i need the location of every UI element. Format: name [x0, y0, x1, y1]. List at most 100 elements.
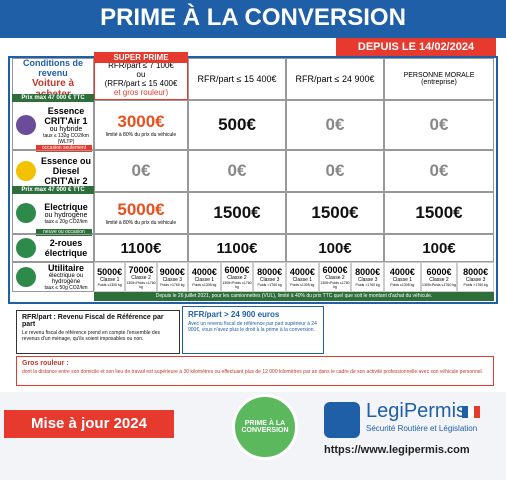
class-name: Classe 1 — [392, 277, 413, 283]
row-icon — [16, 161, 36, 181]
class-cell: 6000€ Classe 2 1305<Poids ≤1760 kg — [220, 262, 254, 292]
super-prime-tag: SUPER PRIME — [94, 52, 188, 63]
class-name: Classe 3 — [259, 277, 280, 283]
class-name: Classe 3 — [162, 277, 183, 283]
amount-cell: 1100€ — [94, 234, 188, 262]
note-title: RFR/part : Revenu Fiscal de Référence pa… — [22, 314, 164, 328]
class-name: Classe 2 — [227, 275, 247, 281]
column-line: (entreprise) — [421, 79, 457, 86]
class-cell: 6000€ Classe 2 1305<Poids ≤1760 kg — [318, 262, 352, 292]
class-weight: Poids ≤1305 kg — [390, 283, 415, 287]
stamp-text: PRIME À LA CONVERSION — [241, 420, 289, 434]
row-sub: ou hydrogène — [44, 211, 88, 219]
class-cell: 4000€ Classe 1 Poids ≤1305 kg — [384, 262, 421, 292]
amount-cell: 1100€ — [188, 234, 286, 262]
amount: 1500€ — [213, 203, 261, 222]
amount: 1100€ — [216, 239, 258, 257]
column-line: et gros rouleur) — [113, 88, 169, 97]
class-name: Classe 1 — [292, 277, 313, 283]
column-header: PERSONNE MORALE (entreprise) — [384, 58, 494, 100]
class-cell: 4000€ Classe 1 Poids ≤1305 kg — [188, 262, 221, 292]
amount: 1500€ — [415, 203, 463, 222]
class-name: Classe 2 — [325, 275, 345, 281]
class-weight: Poids >1760 kg — [463, 283, 488, 287]
amount: 1100€ — [120, 239, 162, 257]
class-amount: 6000€ — [322, 265, 348, 275]
amount-cell: 100€ — [286, 234, 384, 262]
amount: 100€ — [318, 239, 352, 257]
class-weight: 1305<Poids ≤1760 kg — [222, 281, 252, 289]
amount-cell: 0€ — [384, 100, 494, 150]
column-header: RFR/part ≤ 15 400€ — [188, 58, 286, 100]
amount: 1500€ — [311, 203, 359, 222]
class-amount: 4000€ — [191, 267, 217, 277]
row-sub: ou hybride — [49, 125, 83, 133]
column-header: RFR/part ≤ 7 100€ ou (RFR/part ≤ 15 400€ et… — [94, 58, 188, 100]
column-line: ou — [136, 70, 146, 79]
tagline: Sécurité Routière et Législation — [366, 424, 478, 433]
row-icon — [16, 238, 36, 258]
date-badge: DEPUIS LE 14/02/2024 — [336, 38, 496, 56]
header-band — [0, 0, 506, 38]
price-tag: Prix max 47 000 € TTC — [12, 186, 94, 194]
amount-cell: 3000€ limité à 80% du prix du véhicule — [94, 100, 188, 150]
class-cell: 7000€ Classe 2 1305<Poids ≤1760 kg — [125, 262, 157, 292]
class-weight: Poids ≤1305 kg — [192, 283, 217, 287]
row-note: taux ≤ 132g CO2/km (WLTP) — [43, 132, 89, 145]
limit-note: limité à 80% du prix du véhicule — [105, 132, 177, 138]
class-amount: 4000€ — [389, 267, 415, 277]
amount: 500€ — [218, 115, 256, 134]
class-weight: Poids >1760 kg — [355, 283, 380, 287]
row-name: Essence CRIT'Air 1 — [44, 105, 88, 126]
row-name: 2-roues électrique — [44, 238, 88, 258]
title: PRIME À LA CONVERSION — [100, 4, 406, 31]
amount: 5000€ — [117, 200, 165, 219]
url: https://www.legipermis.com — [324, 444, 470, 456]
amount-cell: 1500€ — [384, 192, 494, 234]
row-icon — [16, 115, 36, 135]
class-amount: 9000€ — [159, 267, 185, 277]
amount: 0€ — [429, 115, 449, 134]
table-frame — [8, 56, 498, 304]
amount: 0€ — [131, 161, 151, 180]
class-weight: Poids ≤1305 kg — [97, 283, 122, 287]
row-note: taux ≤ 20g CO2/km — [44, 218, 88, 225]
note-box: Gros rouleur : dont la distance entre son… — [16, 356, 494, 386]
class-cell: 8000€ Classe 3 Poids >1760 kg — [457, 262, 494, 292]
note-text: dont la distance entre son domicile et s… — [22, 369, 484, 375]
row-label: 2-roues électrique — [12, 234, 94, 262]
row-sub: électrique ou hydrogène — [48, 273, 84, 285]
class-weight: 1305<Poids ≤1760 kg — [422, 283, 456, 287]
note-box: RFR/part > 24 900 euros Avec un revenu fi… — [182, 306, 324, 354]
class-name: Classe 1 — [99, 277, 120, 283]
note-title: Gros rouleur : — [22, 360, 69, 367]
amount: 3000€ — [117, 112, 165, 131]
class-name: Classe 2 — [429, 277, 449, 283]
amount-cell: 0€ — [286, 150, 384, 192]
class-cell: 8000€ Classe 3 Poids >1760 kg — [253, 262, 286, 292]
amount: 0€ — [325, 161, 345, 180]
row-icon — [16, 203, 36, 223]
brand: LegiPermis — [366, 400, 467, 422]
class-weight: Poids >1760 kg — [257, 283, 282, 287]
row-label: Utilitaire électrique ou hydrogène taux ≤ … — [12, 262, 94, 292]
column-line: PERSONNE MORALE — [403, 72, 475, 79]
amount: 0€ — [227, 161, 247, 180]
column-line: (RFR/part ≤ 15 400€ — [104, 79, 178, 88]
class-weight: Poids ≤1305 kg — [290, 283, 315, 287]
row-name: Electrique — [44, 201, 88, 212]
amount-cell: 500€ — [188, 100, 286, 150]
class-amount: 8000€ — [463, 267, 489, 277]
row-note: taux ≤ 50g CO2/km — [44, 285, 88, 291]
class-name: Classe 1 — [194, 277, 215, 283]
amount: 0€ — [429, 161, 449, 180]
class-name: Classe 3 — [465, 277, 486, 283]
class-weight: Poids >1760 kg — [160, 283, 185, 287]
class-cell: 9000€ Classe 3 Poids >1760 kg — [156, 262, 188, 292]
class-name: Classe 3 — [357, 277, 378, 283]
class-amount: 6000€ — [224, 265, 250, 275]
column-line: RFR/part ≤ 24 900€ — [295, 74, 375, 84]
row-name: Essence ou Diesel CRIT'Air 2 — [40, 156, 92, 186]
logo-icon — [324, 402, 360, 438]
